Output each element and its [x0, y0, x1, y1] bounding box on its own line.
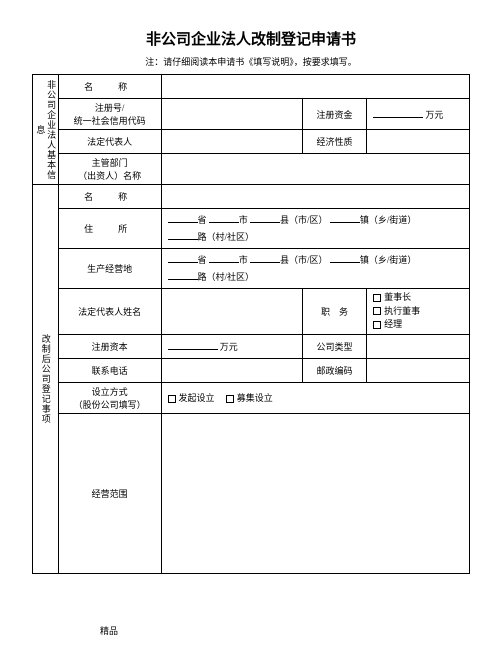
r12-value[interactable] — [161, 413, 469, 573]
r7-value[interactable]: 省 市 县（市/区） 镇（乡/街道） 路（村/社区） — [161, 249, 469, 289]
r3-label: 法定代表人 — [58, 130, 161, 154]
r3-value[interactable] — [161, 130, 302, 154]
r9-label: 注册资本 — [58, 334, 161, 358]
r2-value[interactable] — [161, 99, 302, 130]
u — [330, 212, 360, 223]
r6-value[interactable]: 省 市 县（市/区） 镇（乡/街道） 路（村/社区） — [161, 209, 469, 249]
u — [250, 252, 280, 263]
r2-label3: 注册资金 — [302, 99, 366, 130]
title: 非公司企业法人改制登记申请书 — [32, 28, 470, 49]
checkbox-icon[interactable] — [168, 395, 176, 403]
checkbox-icon[interactable] — [373, 321, 381, 329]
section2-label: 改制后公司登记事项 — [33, 185, 59, 574]
footer: 精品 — [100, 624, 118, 637]
u — [168, 212, 198, 223]
page: 非公司企业法人改制登记申请书 注：请仔细阅读本申请书《填写说明》，按要求填写。 … — [0, 0, 502, 574]
note: 注：请仔细阅读本申请书《填写说明》，按要求填写。 — [32, 55, 470, 68]
form-table: 非公司企业法人基本信息 名 称 注册号/ 统一社会信用代码 注册资金 万元 法定… — [32, 74, 470, 574]
r11-options[interactable]: 发起设立 募集设立 — [161, 382, 469, 413]
r9-label3: 公司类型 — [302, 334, 366, 358]
r2-label: 注册号/ 统一社会信用代码 — [58, 99, 161, 130]
r3-value2[interactable] — [367, 130, 470, 154]
r9-value2[interactable] — [367, 334, 470, 358]
u — [250, 212, 280, 223]
r8-label: 法定代表人姓名 — [58, 289, 161, 335]
section1-label: 非公司企业法人基本信息 — [33, 75, 59, 185]
r10-label3: 邮政编码 — [302, 358, 366, 382]
r10-value2[interactable] — [367, 358, 470, 382]
r12-label: 经营范围 — [58, 413, 161, 573]
u — [209, 252, 239, 263]
r10-label: 联系电话 — [58, 358, 161, 382]
r8-options[interactable]: 董事长 执行董事 经理 — [367, 289, 470, 335]
checkbox-icon[interactable] — [226, 395, 234, 403]
r11-label: 设立方式 （股份公司填写） — [58, 382, 161, 413]
u — [168, 269, 198, 280]
r3-label3: 经济性质 — [302, 130, 366, 154]
r6-label: 住 所 — [58, 209, 161, 249]
r8-value[interactable] — [161, 289, 302, 335]
r1-value[interactable] — [161, 75, 469, 99]
u — [209, 212, 239, 223]
r9-value[interactable]: 万元 — [161, 334, 302, 358]
u — [168, 339, 218, 350]
u — [330, 252, 360, 263]
checkbox-icon[interactable] — [373, 307, 381, 315]
u — [168, 252, 198, 263]
r4-value[interactable] — [161, 154, 469, 185]
r2-value2[interactable]: 万元 — [367, 99, 470, 130]
r2-underline — [373, 107, 423, 118]
r8-label3: 职 务 — [302, 289, 366, 335]
r5-label: 名 称 — [58, 185, 161, 209]
r4-label: 主管部门 （出资人）名称 — [58, 154, 161, 185]
u — [168, 229, 198, 240]
checkbox-icon[interactable] — [373, 294, 381, 302]
r2-unit: 万元 — [425, 110, 443, 120]
r5-value[interactable] — [161, 185, 469, 209]
r7-label: 生产经营地 — [58, 249, 161, 289]
r1-label: 名 称 — [58, 75, 161, 99]
r10-value[interactable] — [161, 358, 302, 382]
